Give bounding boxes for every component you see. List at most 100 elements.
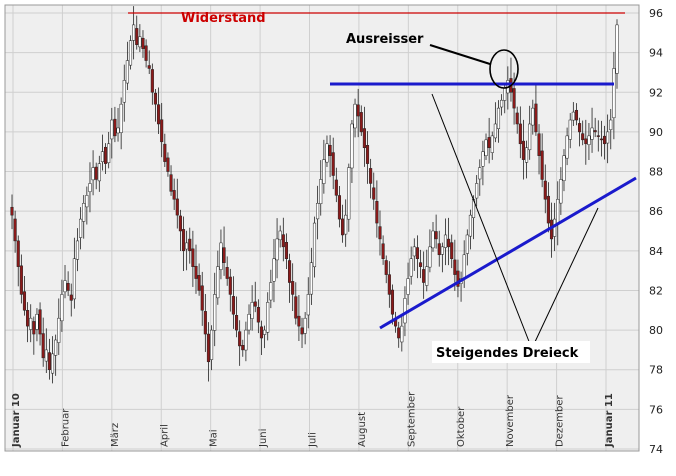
candle-down	[172, 190, 176, 200]
candle-up	[496, 107, 501, 129]
y-tick-label: 96	[649, 7, 663, 20]
candle-up	[431, 230, 435, 249]
grid-lines	[5, 5, 639, 451]
candle-up	[50, 353, 55, 374]
y-tick-label: 80	[649, 324, 663, 337]
candle-up	[468, 214, 472, 237]
candle-up	[409, 258, 413, 277]
y-tick-label: 86	[649, 205, 663, 218]
candle-down	[537, 133, 541, 156]
candle-up	[219, 242, 223, 270]
candle-down	[160, 119, 164, 143]
candle-up	[443, 234, 448, 248]
candle-up	[100, 151, 104, 163]
candle-up	[35, 313, 39, 330]
candle-up	[116, 127, 120, 134]
outlier-pointer	[429, 44, 491, 65]
candle-up	[612, 68, 616, 119]
candle-down	[521, 140, 525, 160]
candle-up	[481, 151, 485, 167]
candle-down	[540, 150, 544, 180]
candle-down	[415, 247, 419, 259]
triangle-pointer-1	[431, 93, 531, 345]
candle-up	[350, 123, 354, 169]
candle-up	[347, 167, 351, 220]
candle-up	[400, 325, 404, 343]
candle-down	[434, 231, 438, 240]
candle-up	[132, 24, 136, 41]
candle-down	[284, 241, 288, 259]
y-tick-label: 78	[649, 364, 663, 377]
candle-down	[294, 296, 298, 319]
candle-up	[322, 159, 326, 184]
candle-up	[528, 123, 532, 151]
candle-up	[85, 195, 89, 208]
outlier-circle	[489, 49, 519, 89]
candle-up	[568, 119, 572, 140]
y-tick-label: 76	[649, 403, 663, 416]
candle-up	[571, 111, 575, 121]
candle-down	[163, 143, 167, 162]
candle-up	[275, 238, 279, 261]
candle-down	[10, 206, 14, 216]
candle-down	[574, 109, 579, 121]
candle-down	[512, 88, 516, 109]
candle-down	[191, 248, 195, 267]
candle-down	[328, 145, 332, 156]
candle-up	[210, 329, 214, 360]
candle-down	[362, 128, 366, 149]
candle-up	[60, 294, 64, 322]
candle-down	[288, 260, 292, 283]
candle-up	[250, 302, 254, 319]
candle-down	[32, 321, 36, 335]
candle-up	[72, 258, 76, 300]
candle-up	[138, 36, 142, 48]
candle-down	[375, 201, 379, 224]
candle-down	[206, 333, 211, 363]
candle-down	[175, 198, 179, 216]
candle-down	[200, 285, 204, 311]
x-axis-ticks: Januar 10 Februar März April Mai Juni Juli Augu…	[11, 391, 615, 448]
candle-up	[97, 163, 101, 182]
candle-down	[365, 145, 370, 164]
candle-down	[238, 331, 242, 347]
candle-up	[63, 280, 67, 293]
candle-down	[241, 345, 245, 351]
candle-down	[387, 274, 391, 295]
candle-up	[82, 203, 86, 222]
candle-down	[599, 138, 603, 141]
candle-down	[397, 327, 401, 339]
candle-down	[518, 123, 522, 145]
candle-down	[422, 269, 426, 283]
candle-up	[75, 240, 80, 260]
candle-down	[69, 294, 73, 301]
candle-up	[503, 88, 507, 101]
candle-up	[465, 234, 469, 254]
candle-up	[312, 222, 317, 268]
candle-down	[169, 174, 173, 192]
candle-up	[500, 99, 504, 108]
candle-down	[331, 152, 335, 176]
triangle-support-line	[379, 176, 637, 330]
candle-up	[54, 339, 58, 356]
x-tick-label: März	[110, 423, 121, 447]
candle-down	[390, 289, 395, 315]
candle-down	[26, 310, 30, 327]
candle-up	[590, 127, 594, 140]
candle-down	[94, 166, 98, 180]
candle-up	[440, 246, 444, 255]
candle-down	[291, 281, 295, 295]
candle-up	[79, 218, 83, 238]
candle-down	[22, 291, 27, 311]
candle-down	[546, 195, 550, 224]
candle-down	[147, 65, 151, 69]
candle-down	[341, 218, 345, 236]
candle-up	[29, 317, 33, 330]
candle-down	[188, 238, 192, 252]
candle-up	[562, 155, 566, 181]
candle-down	[141, 37, 145, 49]
y-tick-label: 88	[649, 166, 663, 179]
candle-down	[381, 243, 385, 259]
x-tick-label: November	[505, 394, 516, 447]
x-tick-label: August	[357, 412, 368, 447]
